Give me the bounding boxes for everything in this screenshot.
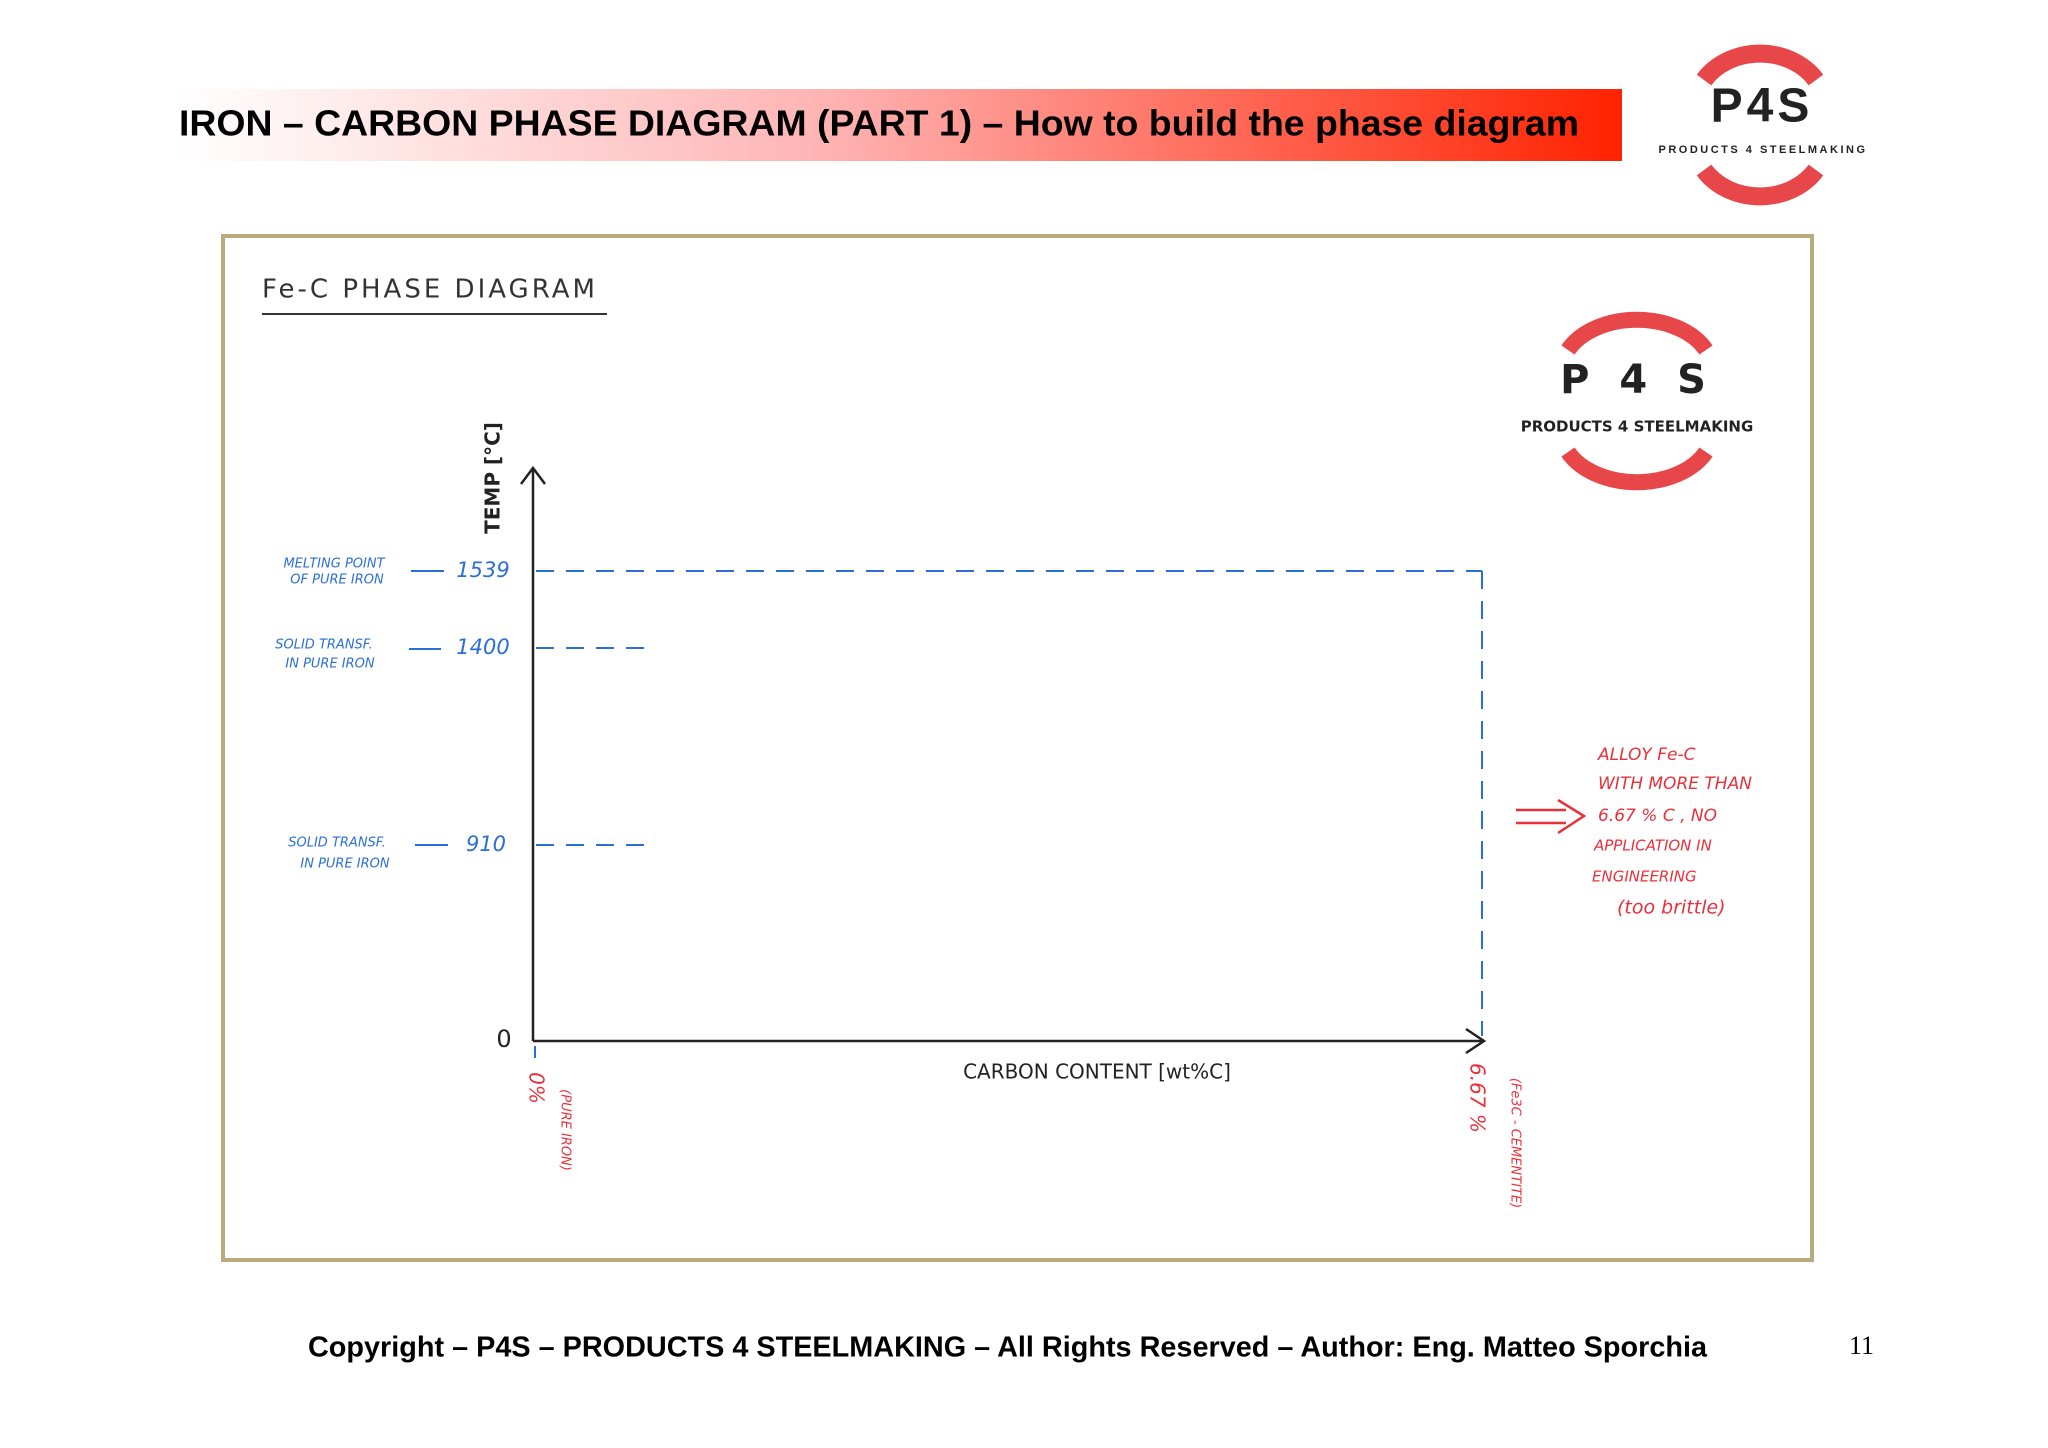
level-note: MELTING POINT	[283, 557, 385, 572]
header-title: IRON – CARBON PHASE DIAGRAM (PART 1) – H…	[179, 103, 1579, 144]
logo-tagline: PRODUCTS 4 STEELMAKING	[1658, 144, 1867, 156]
x-start-label: 0%	[525, 1072, 549, 1104]
level-note: IN PURE IRON	[285, 657, 375, 672]
x-end-label: 6.67 %	[1466, 1063, 1490, 1133]
diagram-logo-tagline: PRODUCTS 4 STEELMAKING	[1521, 418, 1754, 436]
level-value: 1539	[456, 558, 509, 582]
level-value: 910	[466, 832, 506, 856]
note-line: 6.67 % C , NO	[1598, 806, 1717, 826]
level-value: 1400	[456, 635, 509, 659]
logo: P4S PRODUCTS 4 STEELMAKING	[1658, 44, 1867, 206]
note-line: WITH MORE THAN	[1598, 774, 1752, 794]
dashed-lines	[536, 570, 1483, 1036]
note-line: (too brittle)	[1617, 897, 1726, 919]
logo-name: P4S	[1711, 80, 1814, 133]
right-note: ALLOY Fe-C WITH MORE THAN 6.67 % C , NO …	[1592, 745, 1752, 919]
level-1539: MELTING POINT OF PURE IRON 1539	[283, 557, 509, 588]
diagram-frame	[221, 234, 1814, 1262]
footer-copyright: Copyright – P4S – PRODUCTS 4 STEELMAKING…	[308, 1332, 1708, 1364]
note-line: ALLOY Fe-C	[1597, 745, 1696, 765]
level-note: OF PURE IRON	[290, 573, 384, 588]
note-line: ENGINEERING	[1592, 868, 1697, 886]
diagram-logo-name: P 4 S	[1560, 357, 1714, 403]
level-1400: SOLID TRANSF. IN PURE IRON 1400	[275, 635, 509, 672]
x-end-note: (Fe3C - CEMENTITE)	[1508, 1078, 1523, 1208]
y-axis-label: TEMP [°C]	[481, 422, 505, 534]
header-bar	[179, 89, 1622, 161]
note-line: APPLICATION IN	[1593, 837, 1712, 855]
x-start-note: (PURE IRON)	[558, 1089, 573, 1171]
page-number: 11	[1849, 1331, 1874, 1360]
level-910: SOLID TRANSF. IN PURE IRON 910	[288, 832, 506, 872]
right-arrow	[1516, 798, 1587, 835]
level-note: SOLID TRANSF.	[288, 836, 385, 851]
diagram-title: Fe-C PHASE DIAGRAM	[262, 275, 598, 305]
origin-label: 0	[496, 1025, 511, 1053]
level-note: SOLID TRANSF.	[275, 638, 372, 653]
x-axis-label: CARBON CONTENT [wt%C]	[963, 1060, 1231, 1084]
diagram-logo: P 4 S PRODUCTS 4 STEELMAKING	[1521, 311, 1754, 491]
axes	[520, 465, 1487, 1055]
level-note: IN PURE IRON	[300, 857, 390, 872]
